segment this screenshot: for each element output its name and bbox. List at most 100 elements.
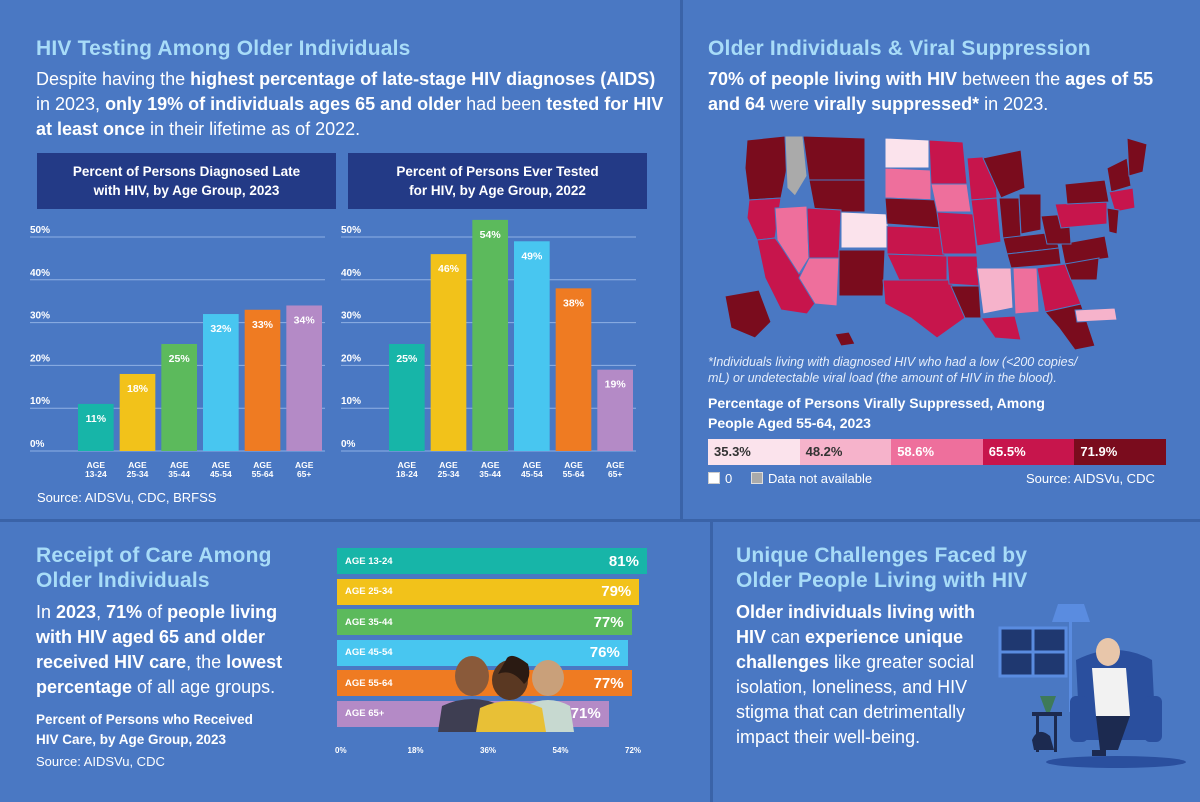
care-bar-category: AGE 55-64 [345, 677, 393, 689]
bar [389, 344, 425, 451]
challenges-title: Unique Challenges Faced by Older People L… [736, 544, 1028, 592]
bar-value-label: 18% [127, 383, 149, 395]
category-label: AGE [87, 460, 106, 470]
x-tick-label: 0% [335, 746, 347, 755]
care-chart-title: Percent of Persons who Received HIV Care,… [36, 712, 253, 747]
vertical-divider [680, 0, 683, 520]
bar-value-label: 33% [252, 319, 274, 331]
bar-value-label: 34% [294, 314, 316, 326]
bar-value-label: 11% [86, 413, 107, 425]
suppression-footnote: *Individuals living with diagnosed HIV w… [708, 355, 1078, 385]
category-label: 13-24 [85, 469, 107, 479]
y-tick-label: 50% [341, 225, 361, 236]
suppression-title: Older Individuals & Viral Suppression [708, 37, 1091, 60]
care-bar-category: AGE 25-34 [345, 586, 393, 597]
y-tick-label: 40% [30, 268, 50, 279]
category-label: 65+ [608, 469, 622, 479]
category-label: 35-44 [168, 469, 190, 479]
care-paragraph: In 2023, 71% of people living with HIV a… [36, 602, 283, 697]
legend-zero-swatch [708, 472, 720, 484]
testing-source: Source: AIDSVu, CDC, BRFSS [37, 490, 217, 505]
late-diagnosis-chart-title: Percent of Persons Diagnosed Late with HI… [37, 153, 336, 209]
bar [161, 344, 197, 451]
suppression-color-legend: 35.3% 48.2% 58.6% 65.5% 71.9% [708, 439, 1166, 465]
testing-title: HIV Testing Among Older Individuals [36, 37, 411, 60]
bar-value-label: 19% [605, 379, 627, 391]
legend-cell: 58.6% [891, 439, 983, 465]
suppression-source: Source: AIDSVu, CDC [1026, 471, 1155, 486]
y-tick-label: 20% [30, 353, 50, 364]
care-horizontal-bar-chart: AGE 13-24 81% AGE 25-34 79% AGE 35-44 77% AGE … [335, 548, 677, 758]
category-label: AGE [523, 460, 542, 470]
bar-value-label: 46% [438, 263, 460, 275]
care-bar-category: AGE 45-54 [345, 647, 393, 658]
legend-cell: 35.3% [708, 439, 800, 465]
x-tick-label: 36% [480, 746, 497, 755]
bar [597, 369, 633, 451]
testing-paragraph: Despite having the highest percentage of… [36, 69, 664, 139]
bar-value-label: 25% [169, 353, 191, 365]
care-bar-value: 76% [589, 644, 620, 661]
x-tick-label: 54% [552, 746, 569, 755]
legend-cell: 71.9% [1074, 439, 1166, 465]
y-tick-label: 20% [341, 353, 361, 364]
bar-value-label: 54% [480, 229, 502, 241]
care-bar-value: 77% [593, 613, 624, 631]
care-bar-value: 71% [570, 705, 601, 722]
horizontal-divider [0, 519, 1200, 522]
legend-na-swatch [751, 472, 763, 484]
legend-zero-label: 0 [725, 471, 733, 486]
category-label: AGE [439, 460, 458, 470]
bar-value-label: 25% [396, 353, 418, 365]
care-source: Source: AIDSVu, CDC [36, 754, 165, 769]
us-viral-suppression-map [724, 135, 1148, 350]
bar [78, 403, 114, 451]
care-bar-value: 77% [593, 674, 624, 692]
bar [119, 373, 156, 451]
category-label: 45-54 [210, 469, 232, 479]
category-label: AGE [606, 460, 625, 470]
late-diagnosis-bar-chart: 0%10%20%30%40%50%11%AGE13-2418%AGE25-342… [30, 225, 325, 479]
care-bar-category: AGE 13-24 [345, 555, 393, 567]
y-tick-label: 40% [341, 268, 361, 279]
challenges-paragraph: Older individuals living with HIV can ex… [736, 602, 976, 747]
suppression-paragraph: 70% of people living with HIV between th… [708, 69, 1154, 114]
ever-tested-chart-title: Percent of Persons Ever Tested for HIV, b… [348, 153, 647, 209]
care-bar-value: 81% [608, 552, 639, 570]
category-label: 55-64 [252, 469, 274, 479]
category-label: 65+ [297, 469, 311, 479]
bar-value-label: 49% [521, 250, 543, 262]
bar [244, 309, 281, 451]
category-label: AGE [212, 460, 231, 470]
legend-na-label: Data not available [768, 471, 873, 486]
y-tick-label: 30% [341, 311, 361, 322]
suppression-legend-title: Percentage of Persons Virally Suppressed… [708, 395, 1045, 431]
y-tick-label: 0% [30, 439, 45, 450]
category-label: AGE [398, 460, 417, 470]
bar [555, 288, 592, 451]
care-title: Receipt of Care Among Older Individuals [36, 544, 272, 592]
category-label: AGE [295, 460, 314, 470]
bar [203, 314, 239, 451]
care-bar-category: AGE 65+ [345, 708, 385, 719]
care-bar-category: AGE 35-44 [345, 616, 393, 628]
category-label: AGE [170, 460, 189, 470]
legend-cell: 65.5% [982, 439, 1075, 465]
bar [472, 219, 508, 451]
legend-cell: 48.2% [799, 439, 892, 465]
category-label: 25-34 [127, 469, 149, 479]
bar [286, 305, 322, 451]
category-label: 18-24 [396, 469, 418, 479]
y-tick-label: 50% [30, 225, 50, 236]
older-people-illustration [438, 655, 574, 732]
bar [430, 254, 467, 451]
y-tick-label: 0% [341, 439, 356, 450]
y-tick-label: 30% [30, 311, 50, 322]
y-tick-label: 10% [30, 396, 50, 407]
category-label: AGE [253, 460, 272, 470]
bar-value-label: 38% [563, 297, 585, 309]
x-tick-label: 18% [407, 746, 424, 755]
y-tick-label: 10% [341, 396, 361, 407]
care-bar-value: 79% [601, 583, 632, 600]
category-label: AGE [481, 460, 500, 470]
